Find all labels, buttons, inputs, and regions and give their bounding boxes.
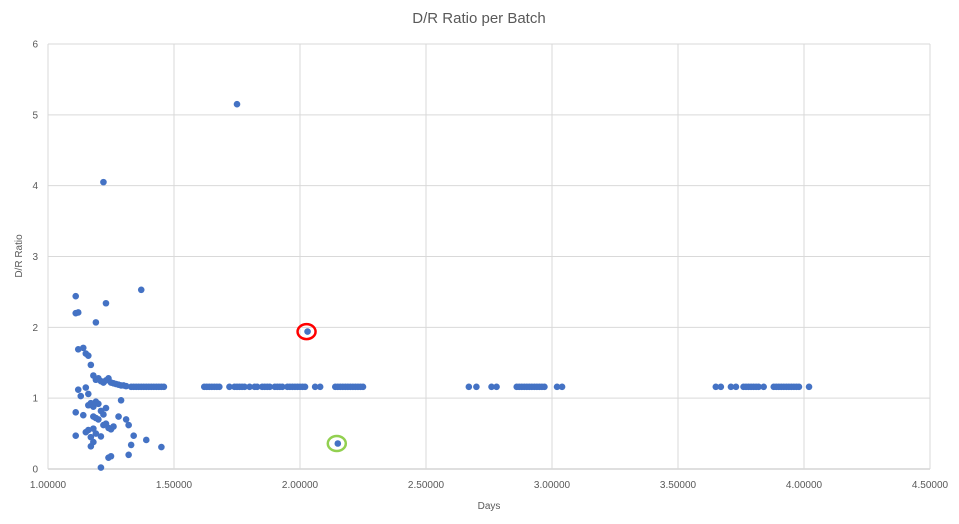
data-point <box>100 411 107 418</box>
data-point <box>488 383 495 391</box>
data-point <box>87 433 95 441</box>
x-tick-label: 4.00000 <box>786 480 823 491</box>
data-point <box>82 384 90 391</box>
data-point <box>279 383 286 391</box>
data-point <box>241 383 248 391</box>
data-point <box>473 383 480 391</box>
data-point <box>102 299 110 307</box>
data-point <box>90 403 97 410</box>
data-point <box>95 416 102 423</box>
data-point <box>216 383 223 391</box>
y-tick-label: 4 <box>32 181 38 192</box>
data-point <box>122 416 130 423</box>
x-tick-label: 1.00000 <box>30 480 67 491</box>
data-point <box>732 383 740 391</box>
data-point <box>130 432 137 440</box>
y-axis-ticks: 0 1 2 3 4 5 6 <box>32 40 38 476</box>
data-points <box>72 100 813 471</box>
data-point <box>795 383 803 391</box>
data-point <box>74 345 82 353</box>
data-point <box>246 383 253 391</box>
highlight-annotations <box>296 322 348 453</box>
data-point <box>74 386 82 393</box>
x-tick-label: 2.50000 <box>408 480 445 491</box>
data-point <box>465 383 473 391</box>
data-point <box>553 383 561 391</box>
data-point <box>712 383 720 391</box>
data-point <box>79 344 87 352</box>
data-point <box>253 383 261 391</box>
data-point <box>115 413 122 420</box>
data-point <box>266 383 274 391</box>
y-tick-label: 2 <box>32 323 38 334</box>
data-point <box>102 404 110 412</box>
data-point <box>97 464 105 471</box>
gridlines <box>47 43 931 470</box>
y-tick-label: 5 <box>32 110 38 121</box>
chart-title: D/R Ratio per Batch <box>412 10 545 27</box>
data-point <box>117 396 125 404</box>
data-point <box>72 432 80 440</box>
data-point <box>77 392 85 400</box>
data-point <box>727 383 735 391</box>
data-point <box>304 328 311 335</box>
data-point <box>95 400 102 408</box>
y-tick-label: 3 <box>32 252 38 263</box>
data-point <box>79 411 87 419</box>
x-tick-label: 3.00000 <box>534 480 571 491</box>
y-tick-label: 0 <box>32 465 38 476</box>
highlight-circle <box>326 434 348 453</box>
data-point <box>760 383 767 391</box>
data-point <box>805 383 813 391</box>
data-point <box>127 441 135 449</box>
data-point <box>85 426 92 434</box>
data-point <box>334 440 342 447</box>
data-point <box>122 382 130 390</box>
data-point <box>90 425 97 432</box>
data-point <box>92 319 100 326</box>
data-point <box>100 178 107 186</box>
data-point <box>755 383 762 391</box>
data-point <box>74 309 82 316</box>
x-tick-label: 3.50000 <box>660 480 697 491</box>
x-axis-label: Days <box>478 501 501 512</box>
data-point <box>316 383 324 391</box>
data-point <box>311 383 319 391</box>
data-point <box>160 383 168 391</box>
data-point <box>137 286 145 294</box>
data-point <box>125 451 132 459</box>
data-point <box>92 430 100 437</box>
data-point <box>493 383 500 391</box>
data-point <box>85 352 92 359</box>
data-point <box>85 390 92 398</box>
data-point <box>110 423 117 430</box>
data-point <box>125 421 132 429</box>
data-point <box>87 361 95 369</box>
y-axis-label: D/R Ratio <box>14 234 25 278</box>
data-point <box>107 452 115 460</box>
data-point <box>558 383 566 391</box>
y-tick-label: 6 <box>32 40 38 51</box>
data-point <box>359 383 367 391</box>
data-point <box>301 383 309 391</box>
data-point <box>717 383 725 391</box>
x-tick-label: 2.00000 <box>282 480 319 491</box>
data-point <box>72 409 80 416</box>
data-point <box>142 436 150 444</box>
data-point <box>97 433 105 440</box>
data-point <box>541 383 548 391</box>
highlight-circle <box>296 322 317 341</box>
data-point <box>158 443 165 451</box>
x-tick-label: 1.50000 <box>156 480 193 491</box>
data-point <box>85 401 92 409</box>
data-point <box>226 383 233 391</box>
x-tick-label: 4.50000 <box>912 480 949 491</box>
data-point <box>72 292 80 300</box>
data-point <box>233 100 241 108</box>
data-point <box>90 438 97 446</box>
y-tick-label: 1 <box>32 394 38 405</box>
x-axis-ticks: 1.00000 1.50000 2.00000 2.50000 3.00000 3.500… <box>30 480 949 491</box>
